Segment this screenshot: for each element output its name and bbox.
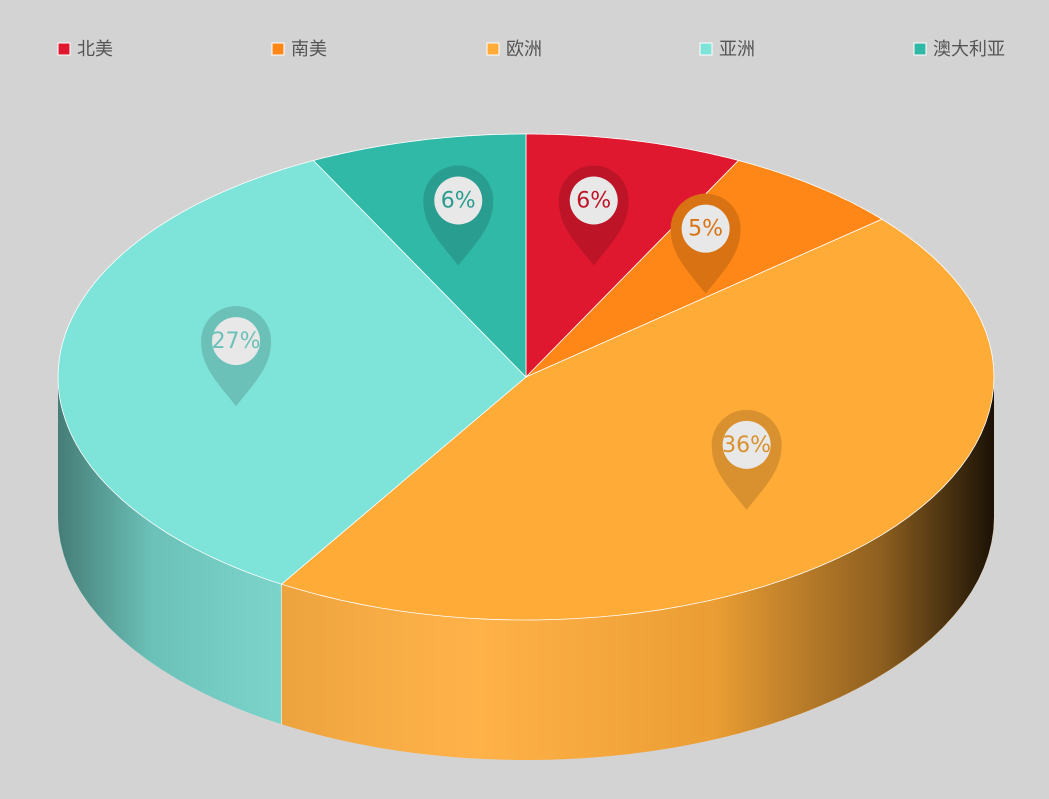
legend-swatch — [271, 42, 285, 56]
legend-swatch — [699, 42, 713, 56]
pin-face — [722, 420, 771, 469]
legend-label: 北美 — [77, 39, 113, 60]
legend-label: 澳大利亚 — [933, 39, 1005, 60]
legend-label: 欧洲 — [506, 39, 542, 60]
legend-swatch — [57, 42, 71, 56]
pin-face — [569, 176, 618, 225]
side-shading — [58, 377, 994, 760]
legend-label: 亚洲 — [719, 39, 755, 60]
value-label: 27% — [212, 329, 261, 354]
value-label: 6% — [441, 189, 476, 214]
slice — [57, 160, 527, 585]
slice — [280, 218, 995, 621]
value-label: 6% — [576, 189, 611, 214]
legend-swatch — [486, 42, 500, 56]
value-label: 36% — [722, 433, 771, 458]
legend-swatch — [913, 42, 927, 56]
pin-face — [212, 317, 261, 366]
pin-face — [681, 204, 730, 253]
value-label: 5% — [688, 217, 723, 242]
legend-label: 南美 — [291, 39, 327, 60]
pin-face — [434, 176, 483, 225]
